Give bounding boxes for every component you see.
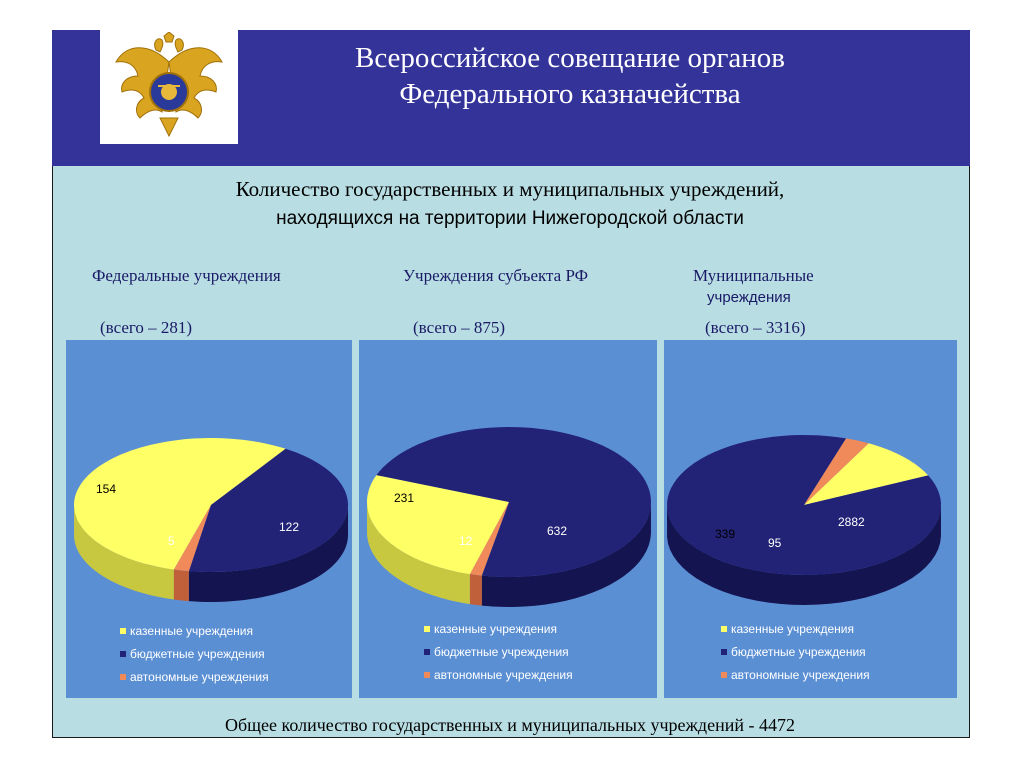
legend-label: автономные учреждения <box>731 667 870 682</box>
legend-item-avtonomnye: автономные учреждения <box>721 663 870 686</box>
legend-swatch <box>721 625 727 632</box>
legend-label: автономные учреждения <box>434 667 573 682</box>
data-label-avtonomnye: 5 <box>168 534 175 548</box>
legend-swatch <box>721 671 727 678</box>
legend-item-byudzhetnye: бюджетные учреждения <box>424 640 573 663</box>
data-label-avtonomnye: 95 <box>768 536 782 550</box>
data-label-kazennye: 339 <box>715 527 735 541</box>
pie-side-kazennye <box>367 503 470 605</box>
pie-slice-byudzhetnye <box>667 435 941 575</box>
legend-label: казенные учреждения <box>434 621 557 636</box>
data-label-kazennye: 231 <box>394 491 414 505</box>
subtitle-line-2: находящихся на территории Нижегородской … <box>276 208 744 229</box>
legend-federal: казенные учреждения бюджетные учреждения… <box>120 619 269 688</box>
legend-subject: казенные учреждения бюджетные учреждения… <box>424 617 573 686</box>
pie-chart-federal: 154 122 5 <box>74 438 348 602</box>
group-total-federal: (всего – 281) <box>100 318 193 337</box>
pie-side-avtonomnye <box>469 574 482 606</box>
legend-swatch <box>424 625 430 632</box>
page-title: Всероссийское совещание органов Федераль… <box>280 40 860 112</box>
pie-slice-byudzhetnye <box>376 427 651 577</box>
legend-label: казенные учреждения <box>731 621 854 636</box>
data-label-kazennye: 154 <box>96 482 116 496</box>
pie-chart-municipal: 339 2882 95 <box>667 435 941 605</box>
legend-swatch <box>120 627 126 634</box>
subtitle-line-1: Количество государственных и муниципальн… <box>235 177 785 201</box>
pie-slice-avtonomnye <box>173 505 211 572</box>
pie-slice-avtonomnye <box>804 438 869 505</box>
legend-swatch <box>721 648 727 655</box>
pie-slice-kazennye <box>367 475 509 575</box>
title-line-1: Всероссийское совещание органов <box>354 42 785 74</box>
legend-label: казенные учреждения <box>130 623 253 638</box>
chart-panel-subject: 231 632 12 <box>359 340 657 698</box>
pie-chart-subject: 231 632 12 <box>367 427 651 607</box>
legend-label: бюджетные учреждения <box>731 644 866 659</box>
pie-slice-avtonomnye <box>470 502 509 576</box>
double-headed-eagle-icon <box>115 32 223 138</box>
group-title-municipal: Муниципальные учреждения <box>693 265 814 309</box>
legend-item-byudzhetnye: бюджетные учреждения <box>120 642 269 665</box>
pie-slice-kazennye <box>74 438 286 570</box>
pie-side-byudzhetnye <box>481 503 651 607</box>
legend-label: автономные учреждения <box>130 669 269 684</box>
pie-slice-byudzhetnye <box>188 448 348 572</box>
legend-item-kazennye: казенные учреждения <box>424 617 573 640</box>
data-label-avtonomnye: 12 <box>459 534 473 548</box>
legend-item-avtonomnye: автономные учреждения <box>424 663 573 686</box>
legend-item-byudzhetnye: бюджетные учреждения <box>721 640 870 663</box>
pie-slice-kazennye <box>804 443 929 505</box>
legend-item-kazennye: казенные учреждения <box>721 617 870 640</box>
footer-total: Общее количество государственных и муниц… <box>225 715 795 735</box>
data-label-byudzhetnye: 122 <box>279 520 299 534</box>
pie-side-kazennye <box>74 507 174 600</box>
legend-swatch <box>424 648 430 655</box>
data-label-byudzhetnye: 632 <box>547 524 567 538</box>
legend-item-avtonomnye: автономные учреждения <box>120 665 269 688</box>
legend-label: бюджетные учреждения <box>130 646 265 661</box>
pie-side-avtonomnye <box>173 569 189 602</box>
legend-swatch <box>120 673 126 680</box>
data-label-byudzhetnye: 2882 <box>838 515 865 529</box>
legend-swatch <box>424 671 430 678</box>
group-title-federal: Федеральные учреждения <box>92 266 281 285</box>
group-total-municipal: (всего – 3316) <box>705 318 806 337</box>
group-total-subject: (всего – 875) <box>413 318 506 337</box>
chart-panel-municipal: 339 2882 95 <box>664 340 957 698</box>
legend-label: бюджетные учреждения <box>434 644 569 659</box>
title-line-2: Федерального казначейства <box>399 78 741 110</box>
chart-panel-federal: 154 122 5 <box>66 340 352 698</box>
pie-side-byudzhetnye <box>188 505 348 602</box>
legend-municipal: казенные учреждения бюджетные учреждения… <box>721 617 870 686</box>
group-title-subject: Учреждения субъекта РФ <box>403 266 589 285</box>
legend-swatch <box>120 650 126 657</box>
group-title-municipal-line1: Муниципальные <box>693 266 814 285</box>
legend-item-kazennye: казенные учреждения <box>120 619 269 642</box>
pie-side-byudzhetnye <box>667 506 941 605</box>
group-title-municipal-line2: учреждения <box>707 289 791 306</box>
emblem-logo <box>100 30 238 144</box>
